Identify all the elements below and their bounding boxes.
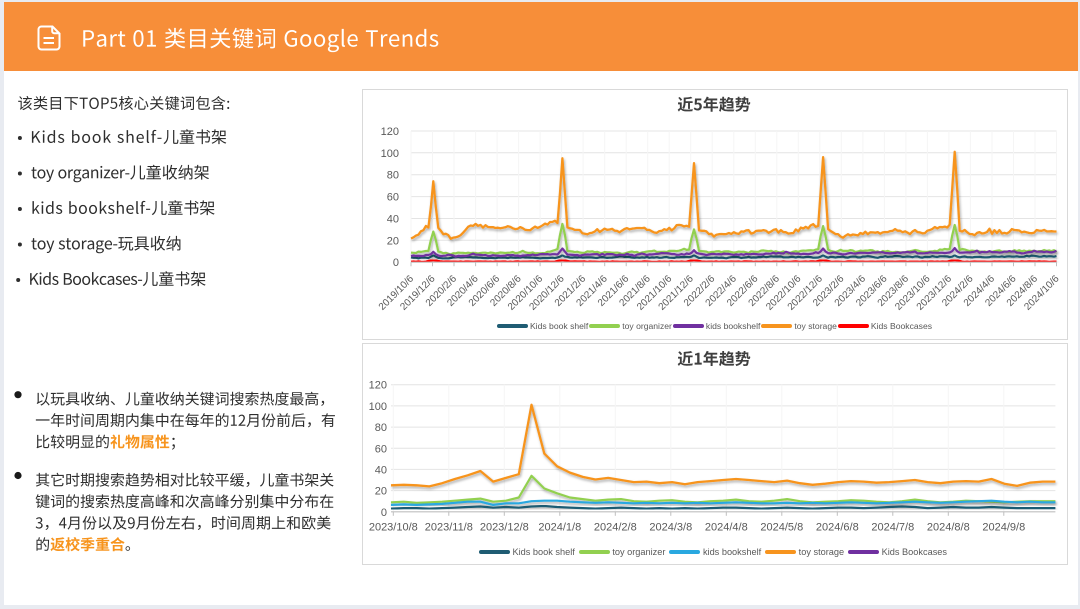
svg-text:2024/9/8: 2024/9/8 xyxy=(982,521,1025,533)
svg-text:2024/7/8: 2024/7/8 xyxy=(871,521,914,533)
svg-text:2023/12/8: 2023/12/8 xyxy=(480,521,529,533)
svg-text:80: 80 xyxy=(387,170,399,182)
svg-text:20: 20 xyxy=(375,486,387,498)
svg-text:120: 120 xyxy=(369,380,387,392)
svg-text:2024/3/8: 2024/3/8 xyxy=(649,521,692,533)
svg-text:60: 60 xyxy=(387,192,399,204)
svg-text:60: 60 xyxy=(375,443,387,455)
svg-text:2024/2/8: 2024/2/8 xyxy=(594,521,637,533)
svg-text:2023/11/8: 2023/11/8 xyxy=(425,521,473,533)
svg-text:2023/10/8: 2023/10/8 xyxy=(369,521,418,533)
svg-text:100: 100 xyxy=(369,401,387,413)
svg-text:2024/5/8: 2024/5/8 xyxy=(760,521,803,533)
svg-text:0: 0 xyxy=(381,507,387,519)
svg-text:2024/1/8: 2024/1/8 xyxy=(538,521,581,533)
svg-text:40: 40 xyxy=(375,464,387,476)
svg-text:20: 20 xyxy=(387,235,399,247)
svg-text:0: 0 xyxy=(393,257,399,269)
svg-text:2024/6/8: 2024/6/8 xyxy=(816,521,859,533)
svg-text:120: 120 xyxy=(381,126,399,138)
svg-text:80: 80 xyxy=(375,422,387,434)
svg-text:100: 100 xyxy=(381,148,399,160)
svg-text:40: 40 xyxy=(387,214,399,226)
svg-text:2024/8/8: 2024/8/8 xyxy=(927,521,970,533)
svg-text:2024/4/8: 2024/4/8 xyxy=(705,521,748,533)
